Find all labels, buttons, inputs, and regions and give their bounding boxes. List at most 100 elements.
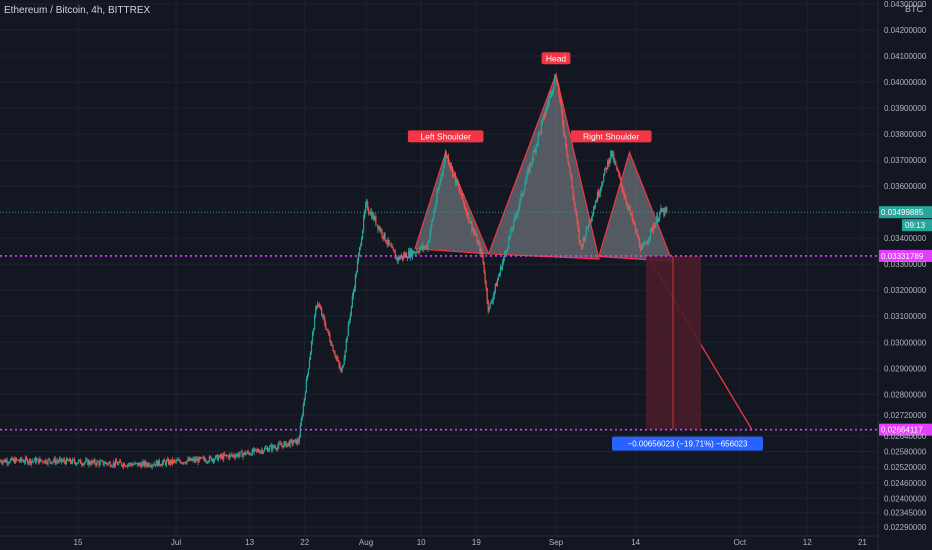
candle-body	[401, 255, 404, 259]
candle-body	[490, 302, 492, 304]
candle-body	[561, 103, 563, 114]
candle-body	[286, 443, 288, 447]
candle-body	[646, 241, 649, 245]
candle-body	[83, 463, 85, 465]
candle-body	[318, 304, 320, 306]
candle-body	[377, 224, 379, 230]
candle-body	[263, 448, 266, 452]
candle-body	[204, 459, 206, 462]
candle-body	[184, 462, 186, 463]
candle-body	[266, 448, 269, 452]
pattern-label: Right Shoulder	[583, 131, 639, 141]
candle-body	[310, 341, 313, 352]
candle-body	[26, 459, 29, 464]
candle-body	[587, 226, 589, 228]
candle-body	[384, 232, 386, 241]
candle-body	[523, 190, 525, 194]
candle-body	[344, 350, 346, 359]
candle-body	[382, 235, 384, 238]
candle-body	[438, 184, 440, 190]
candle-body	[579, 240, 581, 244]
candle-body	[544, 112, 547, 118]
candle-body	[309, 351, 312, 360]
candle-body	[0, 460, 2, 463]
candle-body	[489, 303, 491, 307]
candle-body	[52, 461, 54, 463]
candle-body	[279, 443, 281, 445]
candle-body	[226, 454, 228, 456]
candle-body	[619, 175, 621, 178]
candle-body	[355, 272, 358, 276]
candle-body	[374, 216, 376, 221]
candle-body	[172, 459, 174, 464]
candle-body	[627, 206, 629, 208]
measure-box[interactable]	[646, 255, 701, 430]
candle-body	[37, 458, 39, 460]
candle-body	[483, 261, 485, 274]
candle-body	[73, 459, 76, 463]
candle-body	[159, 464, 161, 466]
candle-body	[189, 458, 191, 461]
candle-body	[324, 318, 326, 325]
level-price-tag	[879, 423, 932, 436]
candle-body	[195, 458, 197, 461]
candle-body	[376, 224, 378, 226]
y-tick-label: 0.03700000	[884, 156, 927, 165]
candle-body	[433, 211, 435, 218]
candle-body	[312, 329, 315, 333]
candle-body	[64, 461, 66, 465]
candle-body	[99, 461, 101, 465]
x-tick-label: Sep	[549, 538, 564, 547]
candle-body	[624, 196, 626, 199]
candle-body	[322, 314, 324, 316]
candle-body	[49, 459, 51, 462]
candle-body	[47, 459, 49, 464]
candle-body	[157, 460, 159, 467]
candle-body	[464, 203, 466, 209]
candle-body	[74, 462, 77, 465]
candle-body	[223, 454, 225, 460]
candle-body	[145, 461, 147, 465]
candle-body	[248, 452, 250, 455]
candle-body	[91, 460, 93, 465]
candle-body	[429, 232, 431, 241]
y-tick-label: 0.02640000	[884, 432, 927, 441]
candle-body	[1, 462, 3, 464]
candle-body	[602, 182, 604, 186]
candle-body	[562, 113, 564, 125]
candle-body	[372, 214, 374, 219]
candle-body	[517, 210, 519, 215]
candle-body	[278, 443, 280, 447]
candle-body	[491, 300, 493, 303]
candle-body	[208, 456, 210, 462]
candle-body	[568, 161, 570, 167]
candle-body	[124, 463, 126, 467]
measure-tool[interactable]	[646, 255, 701, 430]
x-tick-label: 22	[300, 538, 309, 547]
candle-body	[119, 461, 122, 463]
candle-body	[222, 455, 224, 460]
candle-body	[468, 212, 470, 222]
candle-body	[32, 460, 34, 462]
candle-body	[196, 458, 198, 461]
candle-body	[615, 161, 617, 166]
candle-body	[475, 234, 477, 236]
candle-body	[635, 231, 637, 232]
candle-body	[588, 219, 590, 227]
candle-body	[295, 439, 297, 445]
candle-body	[97, 461, 99, 463]
candle-body	[131, 464, 133, 466]
candle-body	[485, 282, 487, 289]
candle-body	[454, 174, 457, 184]
candle-body	[580, 243, 582, 247]
candle-body	[216, 455, 219, 461]
level-price-text: 0.03331789	[881, 252, 924, 261]
candle-body	[104, 462, 106, 464]
candle-body	[515, 215, 517, 217]
candle-body	[662, 209, 664, 212]
candle-body	[435, 201, 437, 208]
candle-body	[53, 458, 55, 462]
candle-body	[495, 283, 497, 287]
candle-body	[461, 193, 463, 196]
